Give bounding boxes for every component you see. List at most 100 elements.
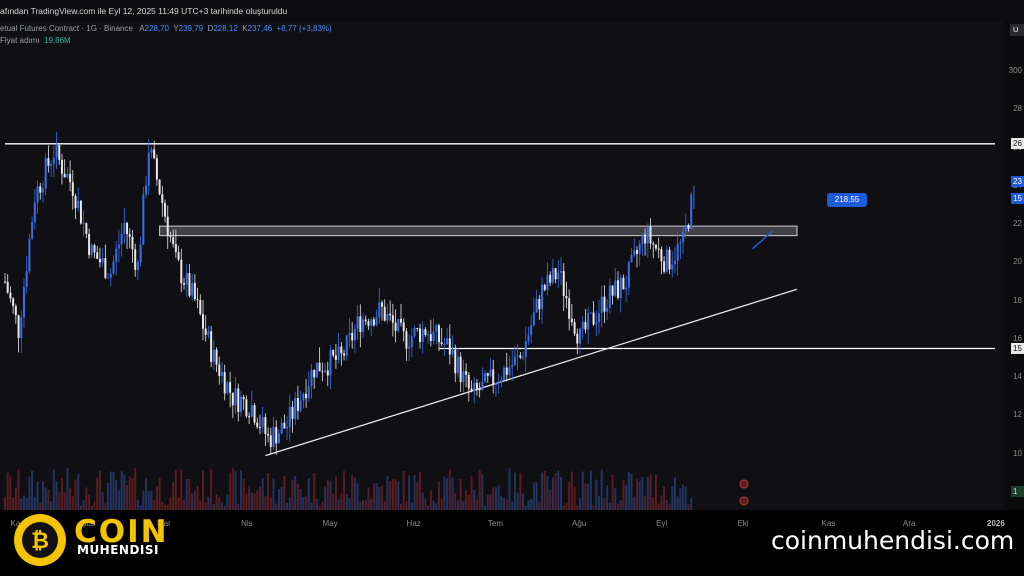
volume-bar — [690, 498, 693, 514]
volume-bar — [687, 504, 690, 514]
chart-area[interactable] — [0, 22, 1004, 514]
candle-body — [690, 194, 693, 229]
website-url[interactable]: coinmuhendisi.com — [771, 526, 1015, 555]
volume-bar — [641, 476, 644, 514]
price-tick-label: 20 — [1013, 257, 1022, 267]
volume-bar — [554, 473, 557, 514]
volume-bar — [497, 485, 500, 514]
time-axis-label: Eyl — [656, 519, 668, 528]
volume-bar — [573, 486, 576, 514]
indicator-label: Fiyat adımı — [0, 36, 40, 45]
volume-bar — [375, 483, 378, 514]
volume-bar — [362, 500, 365, 514]
symbol-name: etual Futures Contract · 1G · Binance — [0, 24, 133, 33]
volume-bar — [142, 491, 145, 514]
volume-bar — [592, 505, 595, 514]
candle-body — [258, 427, 261, 429]
volume-bar — [169, 497, 172, 514]
candle-body — [505, 367, 508, 375]
volume-bar — [481, 474, 484, 514]
candle-body — [595, 322, 598, 325]
candle-body — [307, 386, 310, 399]
candle-body — [36, 186, 39, 203]
unit-toggle[interactable]: U — [1010, 24, 1024, 36]
candle-body — [305, 393, 308, 399]
volume-bar — [616, 503, 619, 514]
volume-bar — [145, 477, 148, 514]
volume-bar — [676, 496, 679, 514]
candle-body — [104, 257, 107, 278]
candle-body — [231, 392, 234, 406]
price-tick-label: 12 — [1013, 410, 1022, 420]
volume-bar — [579, 498, 582, 514]
candle-body — [657, 248, 660, 250]
candle-body — [427, 334, 430, 336]
volume-bar — [28, 476, 31, 514]
volume-bar — [405, 500, 408, 514]
volume-bar — [283, 476, 286, 514]
price-chart[interactable] — [0, 22, 1004, 514]
candle-body — [535, 299, 538, 313]
candle-body — [367, 321, 370, 326]
volume-bar — [549, 489, 552, 514]
indicator-value: 19,86M — [44, 36, 71, 45]
candle-body — [408, 346, 411, 349]
price-tick-label: 18 — [1013, 295, 1022, 305]
resistance-zone — [159, 225, 798, 237]
volume-bar — [470, 476, 473, 514]
volume-bar — [277, 488, 280, 514]
volume-bar — [557, 470, 560, 514]
candle-body — [679, 242, 682, 245]
candle-body — [519, 355, 522, 358]
candle-body — [302, 393, 305, 401]
candle-body — [608, 285, 611, 308]
volume-bar — [418, 471, 421, 514]
low-label: D — [207, 24, 214, 33]
volume-bar — [126, 484, 129, 514]
volume-bar — [503, 497, 506, 514]
volume-bar — [546, 476, 549, 514]
volume-bar — [543, 470, 546, 514]
candle-body — [600, 296, 603, 314]
candle-body — [413, 327, 416, 337]
price-callout[interactable]: 218,55 — [827, 193, 867, 207]
candle-body — [429, 334, 432, 341]
callout-pointer — [751, 230, 773, 250]
candle-body — [77, 200, 80, 209]
candle-body — [79, 200, 82, 224]
volume-bar — [112, 471, 115, 514]
candle-body — [6, 281, 9, 293]
volume-bar — [467, 494, 470, 514]
volume-bar — [671, 486, 674, 514]
candle-body — [199, 300, 202, 315]
candle-body — [172, 237, 175, 245]
candle-body — [437, 325, 440, 343]
time-axis[interactable]: Ka Şub Mar Nis May Haz Tem Ağu Eyl Eki Kas Ara 2026 — [0, 514, 1024, 532]
price-scale[interactable] — [1004, 22, 1024, 522]
close-value: 237,46 — [247, 24, 273, 33]
candle-body — [109, 273, 112, 278]
candle-body — [123, 222, 126, 234]
volume-bar — [172, 482, 175, 514]
candle-body — [351, 332, 354, 341]
candle-body — [687, 225, 690, 229]
candle-body — [446, 338, 449, 345]
candle-body — [616, 280, 619, 298]
candle-body — [508, 367, 511, 375]
price-tick-label: 16 — [1013, 333, 1022, 343]
volume-bar — [253, 493, 256, 514]
volume-bar — [589, 470, 592, 514]
coin-logo-inner — [22, 522, 58, 558]
volume-bar — [652, 496, 655, 514]
candle-body — [475, 382, 478, 389]
volume-bar — [44, 487, 47, 514]
candle-body — [383, 306, 386, 321]
candle-body — [375, 317, 378, 326]
candle-body — [185, 273, 188, 285]
volume-bar — [120, 471, 123, 514]
volume-bar — [456, 500, 459, 514]
candle-body — [250, 405, 253, 417]
volume-bar — [280, 487, 283, 514]
volume-bar — [47, 489, 50, 514]
candle-body — [150, 149, 153, 153]
